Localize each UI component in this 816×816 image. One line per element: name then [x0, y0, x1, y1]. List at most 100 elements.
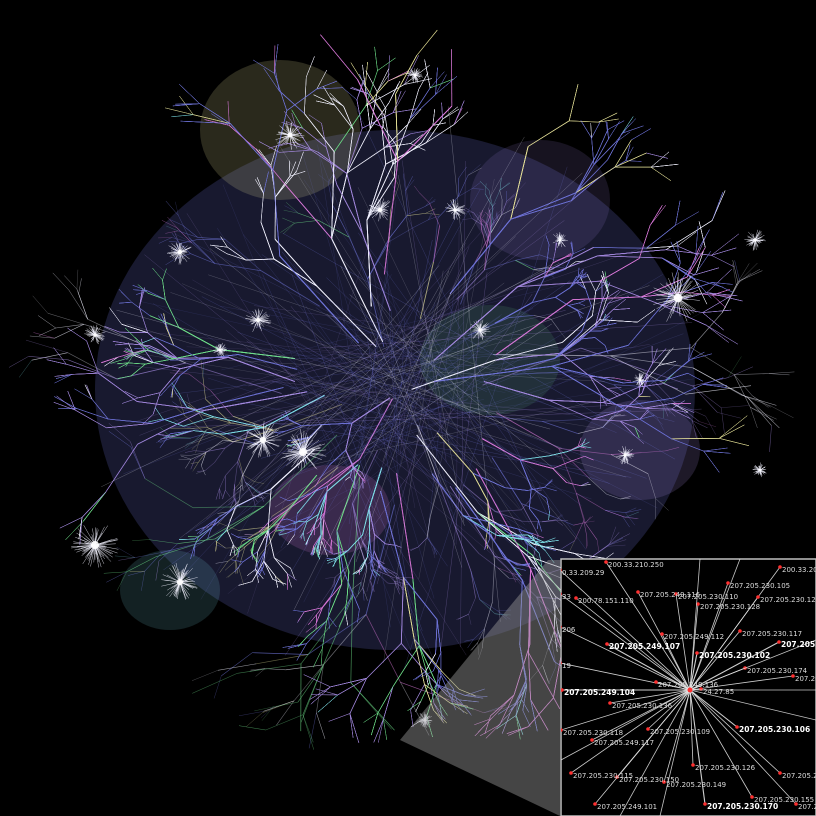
link [247, 533, 261, 537]
link [490, 207, 495, 215]
link [406, 213, 426, 216]
link [597, 255, 662, 259]
link [245, 481, 259, 492]
link [653, 416, 663, 425]
link [625, 160, 642, 162]
link [378, 559, 385, 564]
link [614, 139, 632, 168]
link [336, 530, 350, 572]
link [31, 352, 68, 361]
link [462, 484, 496, 512]
link [261, 706, 274, 721]
link [348, 586, 352, 600]
link [417, 537, 428, 548]
link [605, 410, 621, 413]
link [610, 454, 649, 475]
link [534, 570, 538, 582]
link [692, 367, 749, 399]
link [68, 289, 88, 320]
link [425, 196, 433, 207]
link [243, 474, 255, 482]
link [360, 582, 365, 594]
link [426, 517, 431, 538]
link [298, 212, 319, 221]
link [495, 214, 502, 220]
link [350, 596, 353, 683]
link [456, 269, 485, 301]
link [362, 568, 368, 588]
link [371, 712, 379, 736]
link [433, 547, 439, 553]
link [410, 546, 419, 551]
link [536, 486, 540, 492]
link [225, 490, 231, 497]
link [542, 665, 549, 682]
link [394, 580, 411, 586]
link [429, 482, 440, 518]
link [285, 664, 324, 671]
link [363, 712, 379, 723]
link [53, 347, 67, 365]
link [721, 405, 749, 408]
link [488, 219, 491, 230]
link [177, 230, 198, 238]
link [396, 577, 410, 585]
link [488, 190, 493, 207]
link [65, 521, 84, 540]
link [362, 587, 368, 601]
link [662, 403, 676, 417]
link [662, 404, 669, 417]
link [155, 542, 202, 558]
link [233, 500, 240, 514]
link [258, 491, 266, 499]
link [619, 420, 636, 437]
link [470, 570, 476, 598]
link [542, 421, 579, 434]
link [347, 541, 360, 567]
link [230, 559, 243, 563]
link [556, 514, 563, 521]
link [495, 342, 563, 361]
link [495, 509, 522, 512]
link [405, 190, 408, 215]
link [691, 347, 735, 375]
link [202, 364, 204, 377]
link [219, 488, 223, 497]
link [214, 263, 262, 272]
link [471, 642, 478, 651]
link [260, 270, 320, 307]
link [666, 249, 712, 256]
link [606, 387, 622, 389]
link [490, 214, 502, 233]
link [275, 575, 285, 586]
link [728, 366, 753, 378]
link [91, 399, 109, 420]
link [116, 546, 135, 558]
link [733, 374, 753, 396]
link [283, 222, 295, 234]
link [414, 185, 420, 193]
link [209, 387, 284, 407]
link [482, 225, 491, 245]
link [184, 440, 195, 449]
link [118, 557, 135, 561]
link [206, 447, 226, 452]
link [609, 533, 630, 545]
link [28, 356, 69, 361]
link [158, 543, 178, 562]
link [374, 563, 386, 574]
link [275, 575, 284, 584]
link [449, 485, 496, 557]
link [467, 167, 482, 176]
network-diffuse-layer [95, 60, 700, 650]
link [238, 458, 244, 475]
link [383, 719, 388, 741]
link [711, 233, 739, 256]
link [239, 539, 252, 549]
link [262, 522, 280, 530]
link [610, 347, 692, 357]
link [478, 648, 483, 660]
link [265, 714, 304, 731]
link [508, 315, 534, 319]
link [691, 420, 703, 439]
